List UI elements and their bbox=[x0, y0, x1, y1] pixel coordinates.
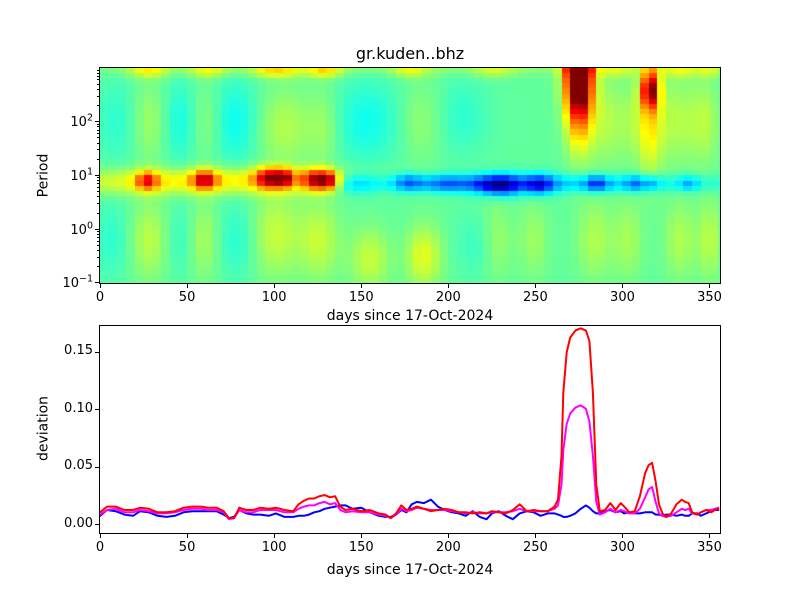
line-plot-x-tick bbox=[709, 534, 711, 538]
heatmap-y-minor-tick bbox=[96, 137, 99, 139]
line-plot-x-tick bbox=[534, 534, 536, 538]
heatmap-x-tick bbox=[709, 284, 711, 288]
heatmap-y-minor-tick bbox=[96, 237, 99, 239]
line-plot-y-axis-label: deviation bbox=[35, 395, 52, 462]
heatmap-y-minor-tick bbox=[96, 256, 99, 258]
line-plot-x-tick bbox=[621, 534, 623, 538]
heatmap-x-tick-label: 150 bbox=[348, 290, 374, 305]
heatmap-x-tick-label: 250 bbox=[522, 290, 548, 305]
line-plot-x-tick-label: 150 bbox=[348, 540, 374, 555]
heatmap-y-minor-tick bbox=[96, 72, 99, 74]
line-plot-x-tick bbox=[186, 534, 188, 538]
heatmap-y-minor-tick bbox=[96, 79, 99, 81]
series-magenta bbox=[100, 404, 720, 521]
heatmap-y-minor-tick bbox=[96, 149, 99, 151]
heatmap-y-minor-tick bbox=[96, 212, 99, 214]
heatmap-canvas bbox=[100, 68, 720, 283]
heatmap-y-minor-tick bbox=[96, 180, 99, 182]
heatmap-y-minor-tick bbox=[96, 244, 99, 246]
heatmap-y-minor-tick bbox=[96, 266, 99, 268]
heatmap-y-minor-tick bbox=[96, 75, 99, 77]
figure-title: gr.kuden..bhz bbox=[355, 44, 465, 63]
line-plot-x-tick bbox=[447, 534, 449, 538]
heatmap-y-minor-tick bbox=[96, 88, 99, 90]
heatmap-x-tick bbox=[447, 284, 449, 288]
heatmap-y-minor-tick bbox=[96, 183, 99, 185]
heatmap-y-minor-tick bbox=[96, 129, 99, 131]
heatmap-y-minor-tick bbox=[96, 95, 99, 97]
heatmap-x-tick-label: 350 bbox=[697, 290, 722, 305]
heatmap-y-minor-tick bbox=[96, 196, 99, 198]
heatmap-y-minor-tick bbox=[96, 233, 99, 235]
line-plot-y-tick bbox=[95, 409, 99, 411]
heatmap-x-tick bbox=[273, 284, 275, 288]
heatmap-y-minor-tick bbox=[96, 126, 99, 128]
heatmap-x-axis-label: days since 17-Oct-2024 bbox=[326, 308, 494, 324]
heatmap-y-tick bbox=[95, 282, 99, 283]
heatmap-y-tick bbox=[95, 228, 99, 230]
heatmap-x-tick-label: 50 bbox=[178, 290, 196, 305]
heatmap-y-minor-tick bbox=[96, 83, 99, 85]
heatmap-y-minor-tick bbox=[96, 186, 99, 188]
heatmap-x-tick-label: 200 bbox=[435, 290, 461, 305]
heatmap-x-tick-label: 100 bbox=[261, 290, 287, 305]
line-plot-x-tick-label: 100 bbox=[261, 540, 287, 555]
heatmap-y-minor-tick bbox=[96, 250, 99, 252]
heatmap-y-tick-label: 100 bbox=[70, 220, 93, 238]
line-plot-x-tick-label: 300 bbox=[610, 540, 635, 555]
heatmap-y-minor-tick bbox=[96, 123, 99, 125]
deviation-lines bbox=[100, 327, 720, 521]
heatmap-y-minor-tick bbox=[96, 240, 99, 242]
heatmap-y-minor-tick bbox=[96, 105, 99, 107]
heatmap-y-tick-label: 102 bbox=[70, 112, 93, 131]
line-plot-x-tick bbox=[360, 534, 362, 538]
line-plot-x-tick bbox=[273, 534, 275, 538]
line-plot-y-tick bbox=[95, 351, 99, 353]
line-plot-x-tick-label: 350 bbox=[697, 540, 722, 555]
heatmap-x-tick bbox=[534, 284, 536, 288]
heatmap-x-tick-label: 0 bbox=[95, 290, 105, 305]
heatmap-x-tick-label: 300 bbox=[610, 290, 635, 305]
heatmap-y-minor-tick bbox=[96, 191, 99, 193]
heatmap-y-minor-tick bbox=[96, 231, 99, 233]
heatmap-axes bbox=[99, 67, 721, 284]
line-plot-y-tick-label: 0.15 bbox=[64, 343, 93, 359]
series-red bbox=[100, 327, 720, 520]
line-plot-y-tick-label: 0.00 bbox=[64, 515, 93, 531]
heatmap-x-tick bbox=[360, 284, 362, 288]
heatmap-y-minor-tick bbox=[96, 133, 99, 135]
heatmap-y-minor-tick bbox=[96, 203, 99, 205]
line-plot-y-tick bbox=[95, 466, 99, 468]
line-plot-x-tick-label: 0 bbox=[95, 540, 105, 555]
line-plot-x-axis-label: days since 17-Oct-2024 bbox=[326, 562, 494, 578]
heatmap-y-tick-label: 101 bbox=[70, 166, 93, 184]
heatmap-x-tick bbox=[186, 284, 188, 288]
line-plot-y-tick-label: 0.05 bbox=[64, 458, 93, 474]
heatmap-x-tick bbox=[621, 284, 623, 288]
heatmap-y-minor-tick bbox=[96, 158, 99, 160]
heatmap-y-tick-label: 10−1 bbox=[62, 274, 93, 292]
line-plot-y-tick bbox=[95, 524, 99, 526]
heatmap-y-tick bbox=[95, 175, 99, 176]
heatmap-y-tick bbox=[95, 121, 99, 123]
line-plot-x-tick-label: 250 bbox=[522, 540, 548, 555]
line-plot-x-tick-label: 200 bbox=[435, 540, 461, 555]
heatmap-y-minor-tick bbox=[96, 142, 99, 144]
line-plot-y-tick-label: 0.10 bbox=[64, 400, 93, 416]
line-plot-x-tick bbox=[99, 534, 101, 538]
heatmap-y-minor-tick bbox=[96, 177, 99, 179]
heatmap-x-tick bbox=[99, 284, 101, 288]
heatmap-y-minor-tick bbox=[96, 69, 99, 71]
line-plot-axes bbox=[99, 325, 721, 534]
line-plot-x-tick-label: 50 bbox=[178, 540, 196, 555]
